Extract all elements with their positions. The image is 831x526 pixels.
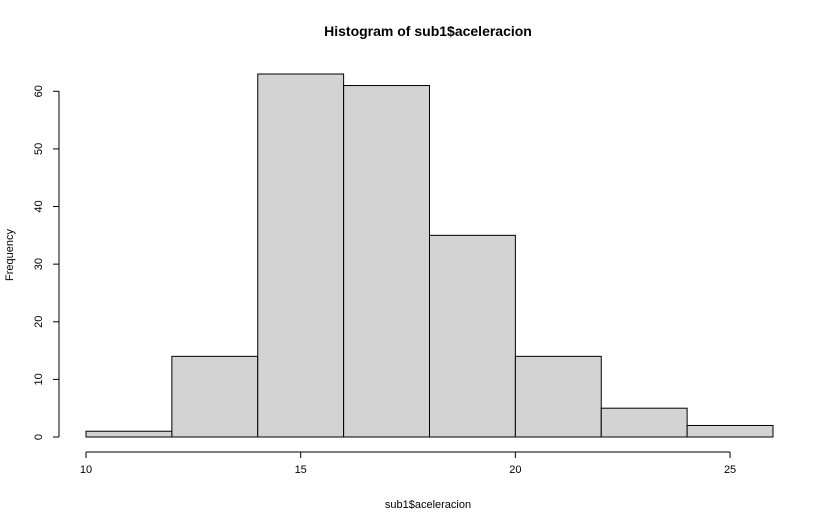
histogram-bar-5 <box>514 355 602 438</box>
y-tick-label: 60 <box>33 85 45 97</box>
histogram-bar-7 <box>686 424 774 438</box>
x-axis: 10 15 20 25 <box>80 451 736 476</box>
histogram-bar-0 <box>85 430 173 438</box>
y-tick-label: 40 <box>33 200 45 212</box>
histogram-bar-6 <box>600 407 688 438</box>
histogram-bar-4 <box>429 234 516 438</box>
y-tick-label: 0 <box>33 434 45 440</box>
histogram-bar-1 <box>171 355 259 438</box>
x-tick-label: 20 <box>509 464 521 476</box>
x-tick-label: 15 <box>295 464 307 476</box>
chart-title: Histogram of sub1$aceleracion <box>324 23 532 39</box>
y-tick-label: 30 <box>33 258 45 270</box>
bars-group <box>85 73 774 438</box>
x-axis-label: sub1$aceleracion <box>385 499 471 511</box>
y-tick-label: 50 <box>33 143 45 155</box>
x-tick-label: 25 <box>724 464 736 476</box>
y-tick-label: 20 <box>33 316 45 328</box>
x-tick-label: 10 <box>80 464 92 476</box>
y-axis-label: Frequency <box>4 229 16 281</box>
y-axis: 0 10 20 30 40 50 60 <box>33 85 60 440</box>
histogram-bar-3 <box>343 85 430 438</box>
histogram-bar-2 <box>257 73 345 438</box>
y-tick-label: 10 <box>33 373 45 385</box>
